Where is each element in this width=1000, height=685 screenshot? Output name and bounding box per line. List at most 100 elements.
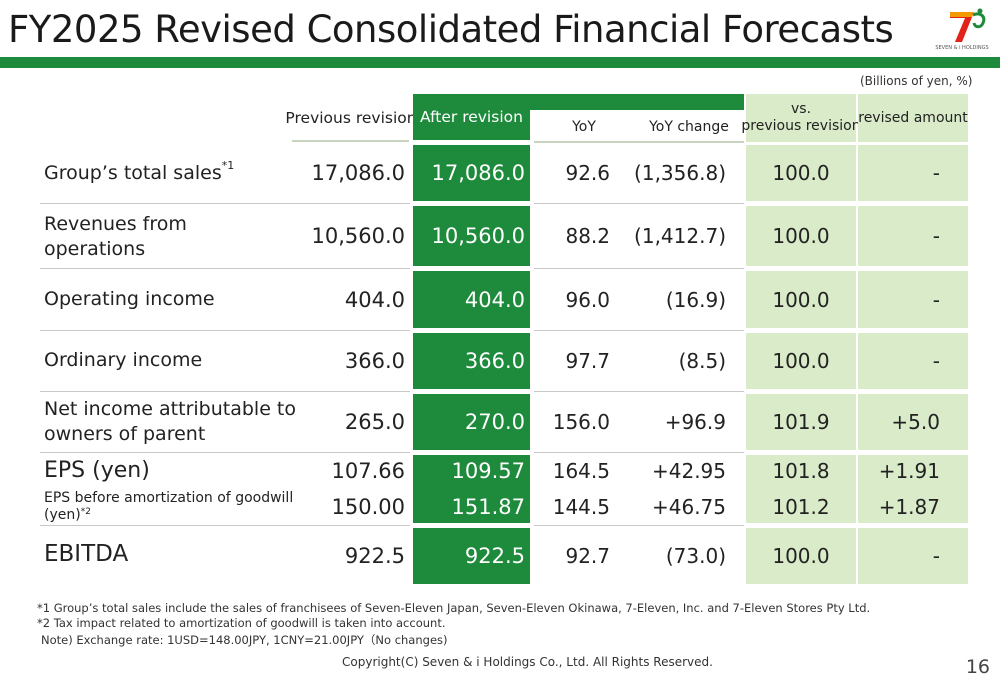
revised-cell-bg: [858, 455, 968, 523]
cell-vs-previous: 100.0: [772, 287, 830, 312]
after-cell-bg: [413, 528, 530, 584]
after-cell-bg: [413, 271, 530, 328]
after-cell-bg: [413, 455, 530, 523]
cell-previous: 404.0: [344, 287, 405, 312]
col-header-previous: Previous revision: [285, 108, 417, 127]
cell-yoy-change: (16.9): [665, 287, 726, 312]
revised-cell-bg: [858, 333, 968, 389]
vs-cell-bg: [746, 455, 856, 523]
cell-yoy: 96.0: [565, 287, 610, 312]
vs-cell-bg: [746, 333, 856, 389]
cell-vs-previous: 100.0: [772, 349, 830, 373]
header-rule: [292, 140, 409, 142]
cell-after: 366.0: [464, 349, 525, 373]
row-label-net-income: Net income attributable to owners of pare…: [44, 398, 296, 445]
cell-after: 151.87: [451, 495, 525, 519]
revised-cell-bg: [858, 206, 968, 266]
revised-cell-bg: [858, 145, 968, 201]
row-divider: [534, 330, 744, 331]
cell-after: 922.5: [464, 544, 525, 568]
revised-cell-bg: [858, 271, 968, 328]
cell-previous: 150.00: [331, 495, 405, 519]
cell-after: 10,560.0: [431, 224, 525, 248]
cell-after: 404.0: [464, 287, 525, 312]
row-divider: [534, 452, 744, 453]
cell-revised: -: [932, 161, 940, 185]
row-divider: [40, 330, 410, 331]
cell-revised: -: [932, 287, 940, 312]
cell-yoy-change: (73.0): [665, 544, 726, 568]
copyright: Copyright(C) Seven & i Holdings Co., Ltd…: [342, 655, 713, 669]
after-cell-bg: [413, 333, 530, 389]
row-divider: [534, 268, 744, 269]
row-label-operating-income: Operating income: [44, 288, 215, 310]
cell-after: 109.57: [451, 459, 525, 483]
row-divider: [40, 452, 410, 453]
col-header-vs-previous: vs. previous revision: [741, 94, 861, 142]
row-divider: [534, 203, 744, 204]
page-title: FY2025 Revised Consolidated Financial Fo…: [8, 8, 894, 51]
cell-previous: 265.0: [344, 410, 405, 434]
cell-previous: 922.5: [344, 544, 405, 568]
col-header-after: After revision: [413, 94, 530, 140]
cell-previous: 10,560.0: [311, 224, 405, 248]
cell-yoy-change: (1,412.7): [634, 224, 726, 248]
cell-revised: -: [932, 349, 940, 373]
row-label-ebitda: EBITDA: [44, 541, 129, 567]
cell-yoy-change: +42.95: [651, 459, 726, 483]
cell-yoy: 97.7: [565, 349, 610, 373]
cell-vs-previous: 100.0: [772, 544, 830, 568]
vs-cell-bg: [746, 206, 856, 266]
footnote-2: *2 Tax impact related to amortization of…: [37, 616, 446, 630]
col-header-yoy-change: YoY change: [649, 118, 729, 135]
cell-previous: 17,086.0: [311, 161, 405, 185]
row-label-eps-before-amortization: EPS before amortization of goodwill (yen)…: [44, 490, 294, 523]
cell-revised: +5.0: [891, 410, 940, 434]
cell-previous: 366.0: [344, 349, 405, 373]
row-divider: [40, 391, 410, 392]
vs-cell-bg: [746, 271, 856, 328]
cell-revised: +1.91: [878, 459, 940, 483]
cell-previous: 107.66: [331, 459, 405, 483]
cell-revised: -: [932, 224, 940, 248]
seven-and-i-logo: SEVEN & i HOLDINGS: [935, 8, 989, 51]
cell-vs-previous: 100.0: [772, 224, 830, 248]
vs-cell-bg: [746, 394, 856, 450]
cell-yoy: 92.7: [565, 544, 610, 568]
cell-revised: -: [932, 544, 940, 568]
vs-cell-bg: [746, 145, 856, 201]
cell-yoy-change: (1,356.8): [634, 161, 726, 185]
revised-cell-bg: [858, 394, 968, 450]
cell-vs-previous: 101.2: [772, 495, 830, 519]
col-header-revised: revised amount: [858, 94, 968, 142]
after-cell-bg: [413, 206, 530, 266]
row-divider: [40, 268, 410, 269]
svg-text:SEVEN & i HOLDINGS: SEVEN & i HOLDINGS: [935, 45, 988, 51]
row-label-revenues: Revenues from operations: [44, 213, 187, 260]
after-cell-bg: [413, 145, 530, 201]
row-divider: [534, 525, 744, 526]
cell-yoy-change: +46.75: [651, 495, 726, 519]
row-divider: [40, 525, 410, 526]
row-divider: [40, 203, 410, 204]
page-number: 16: [965, 656, 990, 678]
units-note: (Billions of yen, %): [860, 74, 973, 88]
header-rule: [534, 141, 744, 143]
row-label-eps: EPS (yen): [44, 458, 150, 483]
revised-cell-bg: [858, 528, 968, 584]
footnote-1: *1 Group’s total sales include the sales…: [37, 601, 871, 615]
col-header-yoy: YoY: [572, 118, 596, 135]
cell-revised: +1.87: [878, 495, 940, 519]
cell-vs-previous: 101.8: [772, 459, 830, 483]
col-header-vs-line2: previous revision: [741, 118, 861, 134]
row-label-group-sales: Group’s total sales*1: [44, 159, 235, 184]
cell-yoy: 88.2: [565, 224, 610, 248]
footnote-exchange-rate: Note) Exchange rate: 1USD=148.00JPY, 1CN…: [41, 633, 448, 647]
col-header-vs-line1: vs.: [790, 101, 812, 118]
cell-vs-previous: 101.9: [772, 410, 830, 434]
cell-yoy: 156.0: [552, 410, 610, 434]
cell-vs-previous: 100.0: [772, 161, 830, 185]
cell-yoy: 144.5: [552, 495, 610, 519]
vs-cell-bg: [746, 528, 856, 584]
cell-yoy-change: (8.5): [678, 349, 726, 373]
